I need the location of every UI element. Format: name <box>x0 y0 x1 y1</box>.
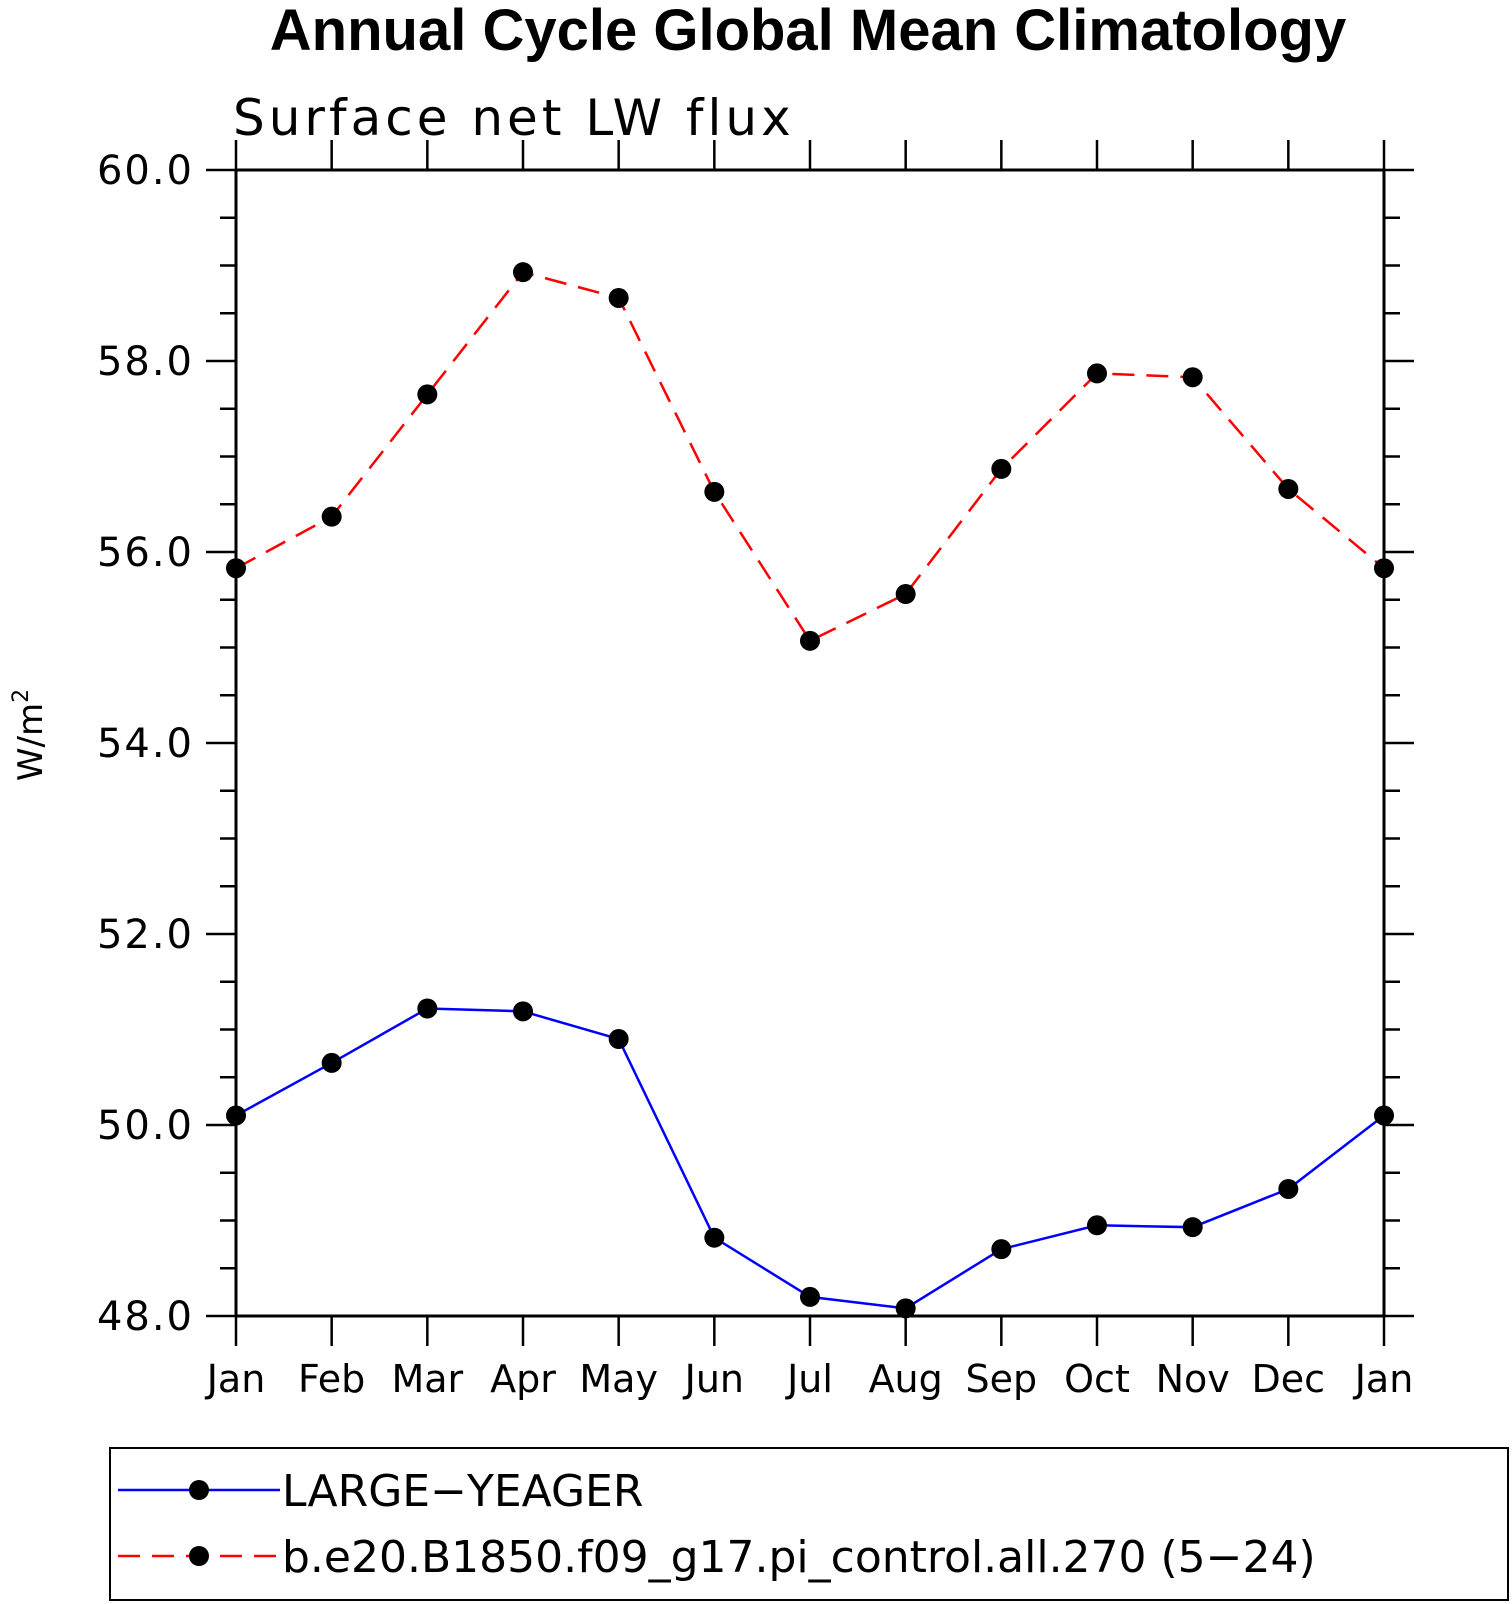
series-0-point <box>895 1298 916 1319</box>
series-1-point <box>1087 363 1107 384</box>
series-line-0 <box>235 1007 1385 1310</box>
legend-box <box>109 1447 1509 1601</box>
y-axis-label-superscript: 2 <box>9 689 34 703</box>
y-tick-label: 54.0 <box>97 721 194 767</box>
legend-marker-0 <box>189 1480 209 1500</box>
legend-marker-1 <box>189 1546 209 1566</box>
series-1-point <box>608 287 629 308</box>
series-line-1 <box>235 270 1385 643</box>
series-0-point <box>513 1001 533 1022</box>
x-tick-label: Jul <box>785 1357 833 1401</box>
series-1-point <box>417 384 438 405</box>
y-tick-label: 58.0 <box>97 339 194 385</box>
x-tick-label: Aug <box>869 1357 943 1401</box>
y-tick-label: 56.0 <box>97 530 194 576</box>
series-1-point <box>1182 367 1203 388</box>
series-1-point <box>895 584 916 605</box>
series-0-point <box>321 1052 342 1073</box>
series-1-point <box>991 458 1012 479</box>
series-layer <box>226 262 1394 1319</box>
series-0-point <box>704 1227 725 1248</box>
series-0-point <box>1374 1105 1394 1126</box>
series-0-point <box>226 1105 246 1126</box>
plot-border <box>234 168 1386 1318</box>
x-tick-label: Feb <box>298 1357 365 1401</box>
series-1-point <box>321 506 342 527</box>
legend-label-1: b.e20.B1850.f09_g17.pi_control.all.270 (… <box>282 1532 1316 1583</box>
legend: LARGE−YEAGER b.e20.B1850.f09_g17.pi_contr… <box>109 1447 1509 1601</box>
x-tick-label: Nov <box>1156 1357 1230 1401</box>
series-0-point <box>991 1239 1012 1260</box>
x-tick-label: Jan <box>1353 1357 1414 1401</box>
series-1-point <box>226 558 246 579</box>
x-tick-label: Mar <box>391 1357 463 1401</box>
y-tick-label: 48.0 <box>97 1294 194 1340</box>
series-0-point <box>1087 1215 1107 1236</box>
legend-label-0: LARGE−YEAGER <box>282 1466 643 1517</box>
chart-subtitle: Surface net LW flux <box>233 89 795 147</box>
x-tick-label: Dec <box>1252 1357 1326 1401</box>
plot-frame <box>234 168 1386 1318</box>
y-axis-label: W/m2 <box>9 689 51 781</box>
series-0-point <box>417 998 438 1019</box>
y-tick-label: 52.0 <box>97 912 194 958</box>
x-tick-label: Jun <box>683 1357 744 1401</box>
series-1-point <box>704 481 725 502</box>
x-tick-label: Oct <box>1064 1357 1130 1401</box>
series-1-point <box>1278 478 1299 499</box>
x-tick-label: Sep <box>966 1357 1038 1401</box>
series-1-point <box>513 262 533 283</box>
x-tick-label: Apr <box>490 1357 556 1401</box>
series-1-point <box>1374 558 1394 579</box>
series-0-point <box>608 1029 629 1050</box>
series-1-point <box>800 630 820 651</box>
x-tick-label: Jan <box>205 1357 266 1401</box>
series-0-point <box>800 1286 820 1307</box>
x-tick-label: May <box>579 1357 658 1401</box>
y-tick-label: 50.0 <box>97 1103 194 1149</box>
series-0-point <box>1182 1217 1203 1238</box>
y-tick-label: 60.0 <box>97 148 194 194</box>
x-ticks: Jan Feb Mar Apr May Jun Jul Aug Sep Oct Nov Dec Jan <box>205 140 1414 1401</box>
chart-title: Annual Cycle Global Mean Climatology <box>270 0 1346 63</box>
y-axis-label-text: W/m <box>11 703 51 781</box>
y-ticks: 48.0 50.0 52.0 54.0 56.0 58.0 60.0 <box>97 148 1414 1340</box>
legend-entries: LARGE−YEAGER b.e20.B1850.f09_g17.pi_contr… <box>118 1466 1316 1583</box>
series-0-point <box>1278 1178 1299 1199</box>
